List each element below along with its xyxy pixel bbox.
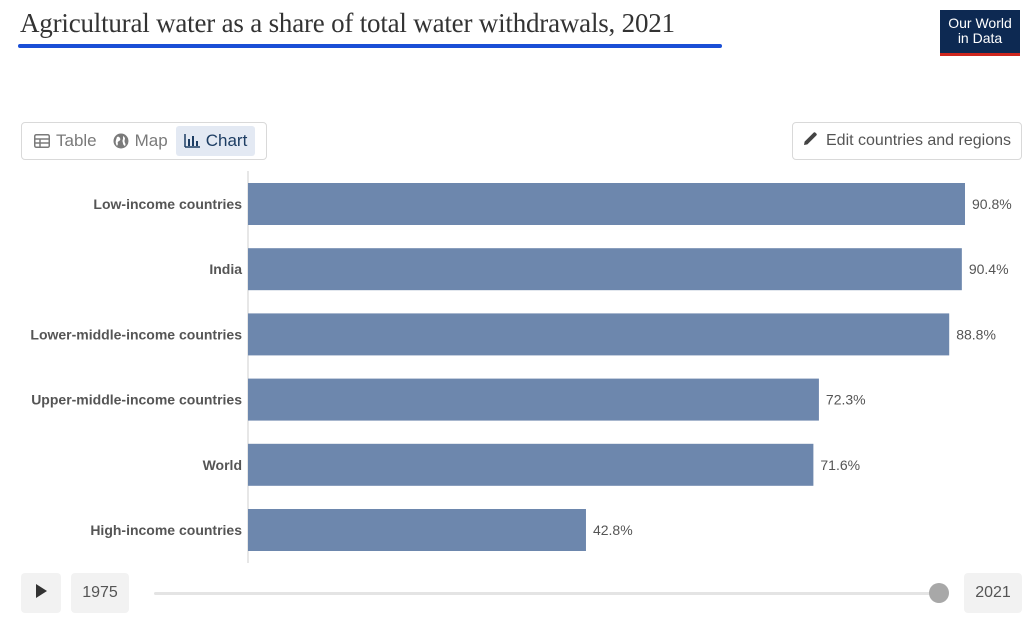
timeline-track[interactable] <box>154 592 940 595</box>
value-label-0: 90.8% <box>972 196 1012 212</box>
tab-chart[interactable]: Chart <box>175 126 256 156</box>
tab-map-label: Map <box>134 131 168 150</box>
chart-title: Agricultural water as a share of total w… <box>20 8 675 38</box>
table-icon <box>34 134 50 148</box>
edit-button-label: Edit countries and regions <box>826 132 1011 149</box>
bar-5[interactable] <box>248 509 586 551</box>
bar-0[interactable] <box>248 183 965 225</box>
value-label-1: 90.4% <box>969 261 1009 277</box>
tab-chart-label: Chart <box>205 131 248 150</box>
bar-chart: Low-income countries 90.8% India 90.4% Lower… <box>30 171 1012 563</box>
edit-countries-button[interactable]: Edit countries and regions <box>792 122 1022 160</box>
pencil-icon <box>803 131 818 151</box>
globe-icon <box>113 133 129 149</box>
bar-chart-icon <box>183 134 200 148</box>
bar-1[interactable] <box>248 248 962 291</box>
category-label-2: Lower-middle-income countries <box>30 326 242 342</box>
timeline-start-year[interactable]: 1975 <box>71 573 129 613</box>
view-tabs: Table Map Chart <box>21 122 267 160</box>
bar-4[interactable] <box>248 443 814 486</box>
play-icon <box>35 583 47 603</box>
category-label-1: India <box>209 261 242 277</box>
tab-table[interactable]: Table <box>26 126 105 156</box>
bar-3[interactable] <box>248 378 819 421</box>
category-label-0: Low-income countries <box>93 196 242 212</box>
tab-table-label: Table <box>56 131 97 150</box>
category-label-4: World <box>203 457 242 473</box>
tab-map[interactable]: Map <box>105 126 176 156</box>
logo-line-2: in Data <box>957 30 1003 46</box>
timeline-end-year[interactable]: 2021 <box>964 573 1022 613</box>
value-label-5: 42.8% <box>593 522 633 538</box>
value-label-3: 72.3% <box>826 392 866 408</box>
category-label-3: Upper-middle-income countries <box>31 392 242 408</box>
owid-logo[interactable]: Our World in Data <box>940 10 1020 56</box>
play-button[interactable] <box>21 573 61 613</box>
value-label-4: 71.6% <box>820 457 860 473</box>
title-underline <box>18 44 722 48</box>
category-label-5: High-income countries <box>90 522 242 538</box>
bar-2[interactable] <box>248 313 950 356</box>
value-label-2: 88.8% <box>956 326 996 342</box>
timeline-handle[interactable] <box>929 583 949 603</box>
logo-line-1: Our World <box>948 15 1012 31</box>
